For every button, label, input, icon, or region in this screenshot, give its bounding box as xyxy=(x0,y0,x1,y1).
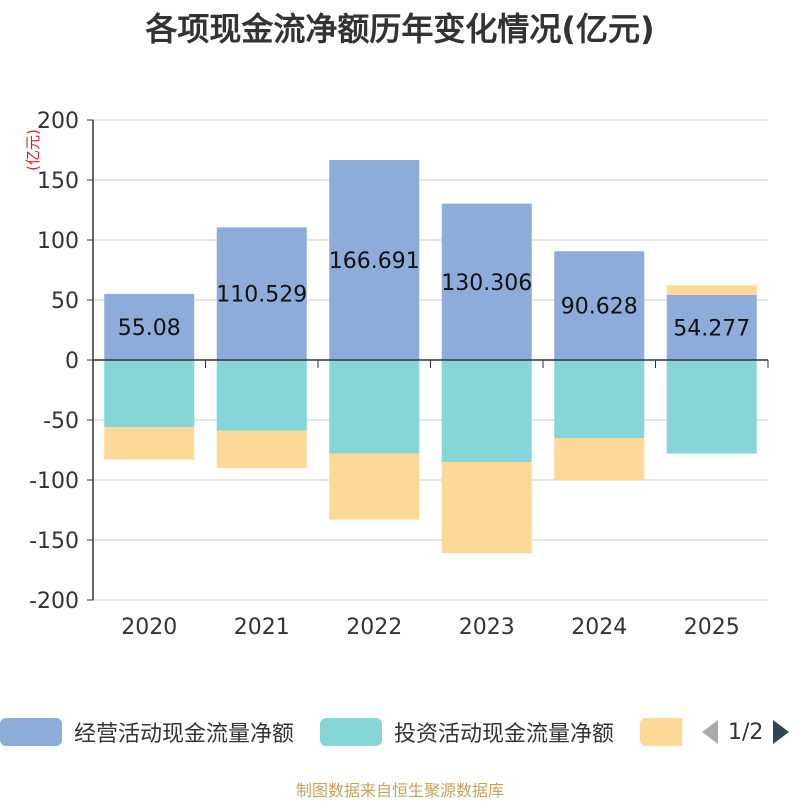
legend-swatch-financing xyxy=(640,718,682,746)
bar-2025-series-0 xyxy=(666,294,757,360)
chart-title: 各项现金流净额历年变化情况(亿元) xyxy=(145,10,655,48)
bar-2025-series-2 xyxy=(666,285,757,295)
legend-item-financing[interactable] xyxy=(640,712,682,752)
data-label: 55.08 xyxy=(118,316,181,341)
data-source-footer: 制图数据来自恒生聚源数据库 xyxy=(295,781,504,800)
y-tick-label: -200 xyxy=(29,589,79,614)
y-tick-label: -100 xyxy=(29,469,79,494)
bar-2022-series-0 xyxy=(329,159,420,360)
y-tick-label: -150 xyxy=(29,529,79,554)
data-label: 90.628 xyxy=(561,295,638,320)
bar-2021-series-1 xyxy=(216,360,307,431)
legend-item-investing[interactable]: 投资活动现金流量净额 xyxy=(320,712,614,752)
legend-page-indicator: 1/2 xyxy=(728,719,764,745)
legend-label-investing: 投资活动现金流量净额 xyxy=(394,722,615,747)
legend-swatch-investing xyxy=(320,718,382,746)
x-tick-label: 2023 xyxy=(459,615,515,640)
data-label: 166.691 xyxy=(329,249,420,274)
legend-item-operating[interactable]: 经营活动现金流量净额 xyxy=(0,712,294,752)
y-tick-label: 100 xyxy=(37,229,79,254)
x-tick-label: 2022 xyxy=(346,615,402,640)
legend-pager: 1/2 xyxy=(700,712,791,752)
legend: 经营活动现金流量净额 投资活动现金流量净额 1/2 xyxy=(0,712,800,752)
x-tick-label: 2020 xyxy=(121,615,177,640)
bar-2020-series-1 xyxy=(104,360,195,428)
bar-2020-series-2 xyxy=(104,427,195,460)
bar-2024-series-1 xyxy=(554,360,645,438)
bar-2023-series-1 xyxy=(441,360,532,462)
bar-2024-series-2 xyxy=(554,438,645,480)
data-label: 110.529 xyxy=(216,283,307,308)
data-label: 54.277 xyxy=(673,316,750,341)
y-axis-label: (亿元) xyxy=(24,129,42,171)
y-tick-label: 150 xyxy=(37,169,79,194)
y-tick-label: 0 xyxy=(65,349,79,374)
data-label: 130.306 xyxy=(441,271,532,296)
y-tick-label: 200 xyxy=(37,109,79,134)
x-tick-label: 2024 xyxy=(571,615,627,640)
bar-2020-series-0 xyxy=(104,293,195,360)
prev-page-icon[interactable] xyxy=(700,718,720,746)
x-tick-label: 2025 xyxy=(684,615,740,640)
bar-2023-series-2 xyxy=(441,462,532,554)
x-tick-label: 2021 xyxy=(234,615,290,640)
bar-2023-series-0 xyxy=(441,203,532,360)
bar-2022-series-2 xyxy=(329,453,420,520)
y-tick-label: -50 xyxy=(43,409,79,434)
bar-2024-series-0 xyxy=(554,251,645,360)
bar-2022-series-1 xyxy=(329,360,420,454)
bar-2025-series-1 xyxy=(666,360,757,454)
next-page-icon[interactable] xyxy=(771,718,791,746)
legend-label-operating: 经营活动现金流量净额 xyxy=(74,722,295,747)
bar-chart: 200 150 100 50 0 -50 -100 -150 -200 (亿元) 2020 55.08… xyxy=(24,109,769,640)
legend-swatch-operating xyxy=(0,718,62,746)
bar-2021-series-2 xyxy=(216,430,307,468)
y-tick-label: 50 xyxy=(51,289,79,314)
bar-2021-series-0 xyxy=(216,227,307,360)
